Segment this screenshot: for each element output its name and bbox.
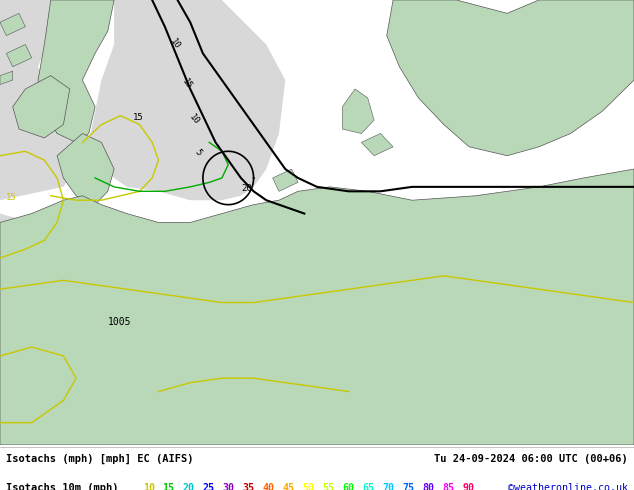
Polygon shape — [387, 0, 634, 156]
Text: 20: 20 — [183, 483, 195, 490]
Polygon shape — [57, 133, 114, 205]
Text: 75: 75 — [402, 483, 414, 490]
Polygon shape — [0, 71, 13, 85]
Text: 5: 5 — [193, 148, 204, 158]
Text: 85: 85 — [443, 483, 454, 490]
Text: 15: 15 — [181, 77, 194, 91]
Text: Tu 24-09-2024 06:00 UTC (00+06): Tu 24-09-2024 06:00 UTC (00+06) — [434, 454, 628, 464]
Polygon shape — [38, 0, 114, 143]
Polygon shape — [0, 169, 634, 445]
Polygon shape — [0, 0, 82, 200]
Text: 10: 10 — [187, 113, 201, 126]
Polygon shape — [6, 45, 32, 67]
Text: 35: 35 — [242, 483, 254, 490]
Text: 15: 15 — [6, 193, 17, 202]
Text: 60: 60 — [342, 483, 354, 490]
Polygon shape — [13, 75, 70, 138]
Polygon shape — [0, 214, 139, 445]
Polygon shape — [0, 13, 25, 36]
Text: 40: 40 — [262, 483, 275, 490]
Text: 55: 55 — [322, 483, 334, 490]
Text: 30: 30 — [223, 483, 235, 490]
Text: 25: 25 — [203, 483, 214, 490]
Polygon shape — [273, 169, 298, 191]
Text: 80: 80 — [422, 483, 434, 490]
Text: 45: 45 — [283, 483, 294, 490]
Text: 50: 50 — [302, 483, 314, 490]
Polygon shape — [342, 89, 374, 133]
Text: 65: 65 — [363, 483, 374, 490]
Polygon shape — [89, 0, 285, 200]
Text: 10: 10 — [168, 37, 181, 51]
Text: 15: 15 — [133, 113, 144, 122]
Polygon shape — [361, 133, 393, 156]
Text: Isotachs (mph) [mph] EC (AIFS): Isotachs (mph) [mph] EC (AIFS) — [6, 454, 194, 464]
Text: ©weatheronline.co.uk: ©weatheronline.co.uk — [508, 483, 628, 490]
Text: 20: 20 — [241, 184, 252, 194]
Text: 15: 15 — [162, 483, 174, 490]
Text: 90: 90 — [462, 483, 474, 490]
Text: Isotachs 10m (mph): Isotachs 10m (mph) — [6, 483, 119, 490]
Text: 1005: 1005 — [108, 317, 131, 327]
Text: 70: 70 — [382, 483, 394, 490]
Text: 10: 10 — [143, 483, 155, 490]
